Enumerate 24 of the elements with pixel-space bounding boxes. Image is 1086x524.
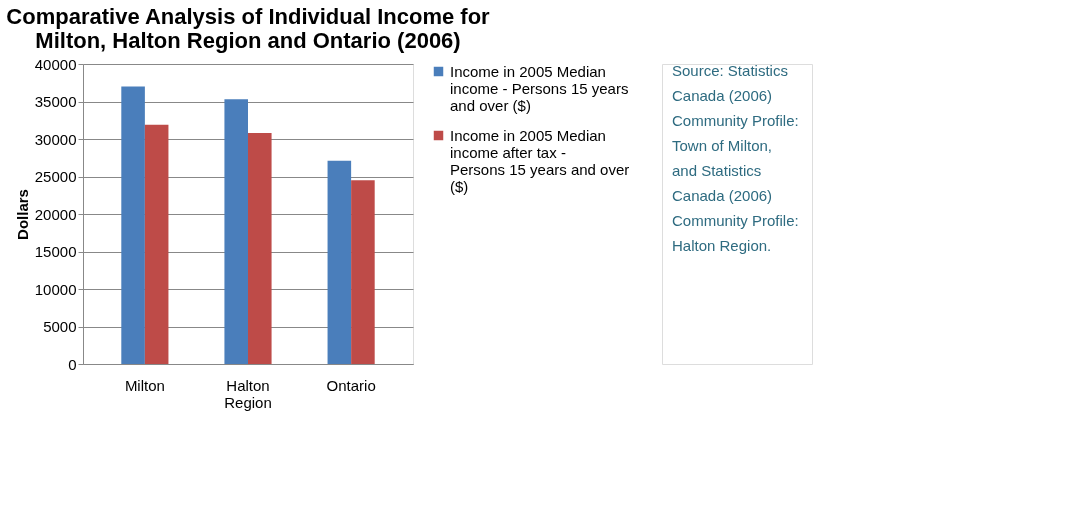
y-tick-label: 15000: [34, 243, 77, 260]
y-axis-title: Dollars: [13, 189, 31, 240]
y-tick-label: 30000: [34, 130, 77, 148]
y-tick-label: 0: [68, 355, 77, 373]
bar: [327, 160, 352, 364]
legend-label: Income in 2005 Median income - Persons 15 years and over ($): [450, 62, 629, 114]
x-tick-label: Halton Region: [224, 376, 272, 411]
x-tick-label: Milton: [124, 376, 165, 394]
bar: [121, 86, 145, 364]
y-tick-label: 40000: [34, 55, 77, 73]
y-tick-label: 10000: [34, 280, 77, 298]
bar: [144, 124, 169, 364]
text: Comparative Analysis of Individual Income for: [6, 4, 490, 29]
source-note: Source: Statistics Canada (2006) Community Profile: Town of Milton, and Statistics Canada (2006) Community Profile: Halton Region.: [672, 62, 799, 254]
bar: [248, 133, 272, 364]
bar: [224, 99, 248, 364]
y-tick-label: 20000: [34, 205, 77, 223]
x-tick-label: Ontario: [326, 376, 376, 394]
legend-label: Income in 2005 Median income after tax - Persons 15 years and over ($): [450, 126, 630, 195]
y-tick-label: 35000: [34, 93, 77, 110]
y-tick-label: 25000: [34, 168, 77, 185]
y-tick-label: 5000: [43, 318, 77, 335]
text: Milton, Halton Region and Ontario (2006): [35, 28, 461, 53]
bar: [351, 180, 375, 364]
